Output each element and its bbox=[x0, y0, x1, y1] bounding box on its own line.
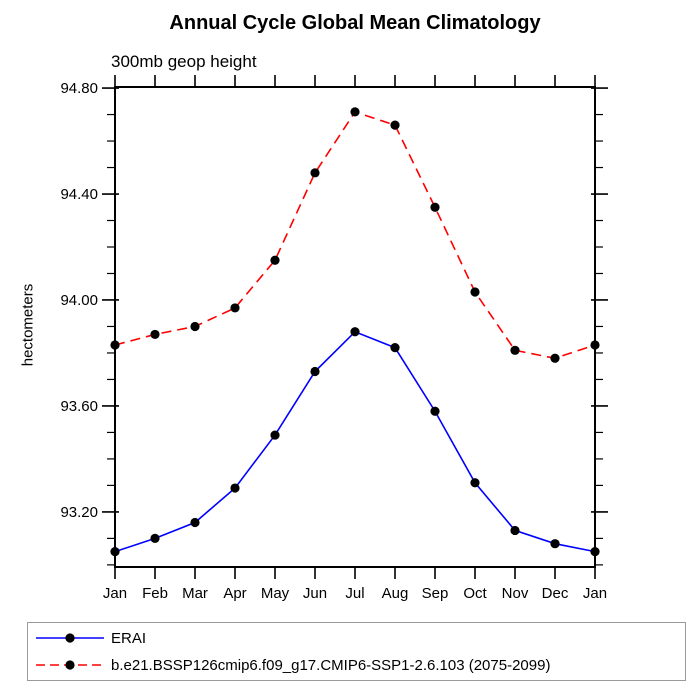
legend-marker-icon bbox=[65, 633, 75, 643]
x-tick-label: Aug bbox=[382, 585, 409, 602]
x-tick-label: May bbox=[261, 585, 290, 602]
data-point-marker bbox=[110, 547, 120, 557]
data-point-marker bbox=[510, 345, 520, 355]
data-point-marker bbox=[270, 430, 280, 440]
legend-line-sample-erai bbox=[36, 633, 104, 643]
y-tick-label: 94.80 bbox=[60, 80, 98, 97]
data-point-marker bbox=[430, 202, 440, 212]
data-point-marker bbox=[430, 406, 440, 416]
chart-subtitle: 300mb geop height bbox=[111, 52, 257, 71]
x-tick-label: Feb bbox=[142, 585, 168, 602]
data-point-marker bbox=[390, 120, 400, 130]
y-tick-label: 93.60 bbox=[60, 398, 98, 415]
data-point-marker bbox=[310, 168, 320, 178]
data-point-marker bbox=[590, 547, 600, 557]
data-point-marker bbox=[190, 517, 200, 528]
legend-marker-icon bbox=[65, 660, 75, 670]
x-tick-label: Jan bbox=[583, 585, 607, 602]
data-point-marker bbox=[230, 303, 240, 313]
series-line-1 bbox=[114, 110, 596, 360]
x-tick-label: Oct bbox=[463, 585, 487, 602]
data-point-marker bbox=[390, 343, 400, 353]
legend-box: ERAI b.e21.BSSP126cmip6.f09_g17.CMIP6-SS… bbox=[27, 622, 686, 681]
data-point-marker bbox=[150, 533, 160, 543]
series-line-0 bbox=[114, 330, 596, 553]
data-point-marker bbox=[470, 478, 480, 488]
y-tick-label: 94.00 bbox=[60, 292, 98, 309]
data-point-marker bbox=[270, 255, 280, 265]
x-tick-label: Jan bbox=[103, 585, 127, 602]
legend-item-erai: ERAI bbox=[34, 625, 685, 652]
data-point-marker bbox=[110, 340, 120, 350]
legend-label-model: b.e21.BSSP126cmip6.f09_g17.CMIP6-SSP1-2.… bbox=[111, 656, 551, 674]
legend-line-sample-model bbox=[36, 660, 104, 670]
x-tick-label: Jul bbox=[345, 585, 364, 602]
x-tick-label: Sep bbox=[422, 585, 449, 602]
data-point-marker bbox=[550, 539, 560, 549]
data-point-marker bbox=[150, 329, 160, 340]
legend-item-model: b.e21.BSSP126cmip6.f09_g17.CMIP6-SSP1-2.… bbox=[34, 652, 685, 679]
y-tick-label: 94.40 bbox=[60, 186, 98, 203]
legend-label-erai: ERAI bbox=[111, 629, 147, 647]
x-tick-label: Nov bbox=[502, 585, 529, 602]
x-tick-label: Jun bbox=[303, 585, 327, 602]
x-tick-label: Dec bbox=[542, 585, 569, 602]
x-tick-label: Mar bbox=[182, 585, 208, 602]
chart-title: Annual Cycle Global Mean Climatology bbox=[169, 12, 541, 34]
data-point-marker bbox=[230, 483, 240, 493]
data-point-marker bbox=[550, 353, 560, 363]
data-point-marker bbox=[350, 107, 360, 117]
data-point-marker bbox=[190, 321, 200, 332]
data-point-marker bbox=[590, 340, 600, 350]
x-tick-label: Apr bbox=[223, 585, 246, 602]
data-point-marker bbox=[310, 366, 320, 377]
y-tick-label: 93.20 bbox=[60, 504, 98, 521]
data-point-marker bbox=[470, 287, 480, 297]
plot-box bbox=[114, 86, 596, 568]
data-point-marker bbox=[510, 525, 520, 536]
data-point-marker bbox=[350, 327, 360, 337]
